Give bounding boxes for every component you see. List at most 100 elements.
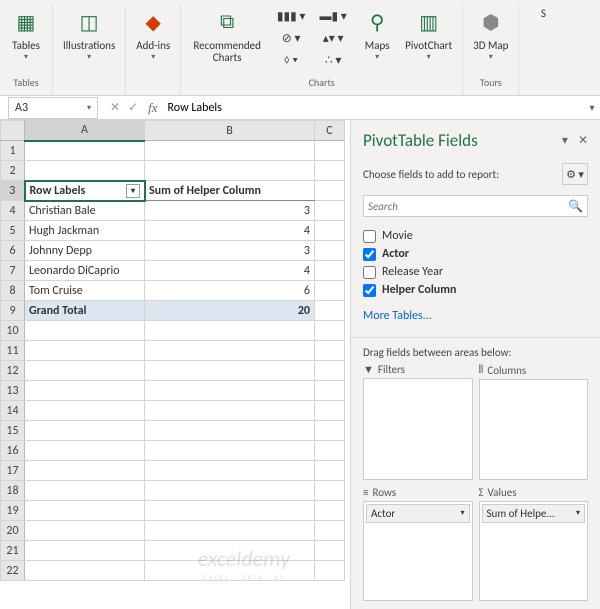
recommended-charts-button[interactable]: ⧉ Recommended Charts	[185, 4, 269, 66]
row-header-9[interactable]: 9	[1, 301, 25, 321]
values-dropzone[interactable]: Sum of Helpe...▾	[479, 501, 589, 602]
fx-icon[interactable]: fx	[142, 100, 163, 116]
chart-type-stock[interactable]: ▴▾ ▾	[313, 28, 353, 48]
cell-C1[interactable]	[315, 141, 345, 161]
row-header-13[interactable]: 13	[1, 381, 25, 401]
cell-B15[interactable]	[145, 421, 315, 441]
cell-C9[interactable]	[315, 301, 345, 321]
cell-C10[interactable]	[315, 321, 345, 341]
chart-type-pie[interactable]: ⊘ ▾	[271, 28, 311, 48]
cell-A14[interactable]	[25, 401, 145, 421]
enter-formula-icon[interactable]: ✓	[128, 100, 138, 115]
formula-expand-icon[interactable]: ▾	[584, 101, 600, 114]
rows-dropzone[interactable]: Actor▾	[363, 501, 473, 602]
cell-C8[interactable]	[315, 281, 345, 301]
cell-B12[interactable]	[145, 361, 315, 381]
cell-A17[interactable]	[25, 461, 145, 481]
worksheet[interactable]: ABC123Row Labels▾Sum of Helper Column4Ch…	[0, 120, 350, 609]
addins-button[interactable]: ◆ Add-ins ▾	[130, 4, 176, 64]
cell-B19[interactable]	[145, 501, 315, 521]
cell-B2[interactable]	[145, 161, 315, 181]
cell-B6[interactable]: 3	[145, 241, 315, 261]
more-tables-link[interactable]: More Tables...	[351, 303, 600, 329]
row-header-6[interactable]: 6	[1, 241, 25, 261]
cell-A9[interactable]: Grand Total	[25, 301, 145, 321]
row-header-22[interactable]: 22	[1, 561, 25, 581]
row-header-7[interactable]: 7	[1, 261, 25, 281]
cell-B13[interactable]	[145, 381, 315, 401]
filters-dropzone[interactable]	[363, 378, 473, 480]
cell-A13[interactable]	[25, 381, 145, 401]
cell-C22[interactable]	[315, 561, 345, 581]
pane-close-icon[interactable]: ✕	[578, 133, 588, 148]
cell-A7[interactable]: Leonardo DiCaprio	[25, 261, 145, 281]
cell-A18[interactable]	[25, 481, 145, 501]
cell-A19[interactable]	[25, 501, 145, 521]
cell-C11[interactable]	[315, 341, 345, 361]
cell-B22[interactable]	[145, 561, 315, 581]
cell-B20[interactable]	[145, 521, 315, 541]
row-header-11[interactable]: 11	[1, 341, 25, 361]
cell-C12[interactable]	[315, 361, 345, 381]
row-header-15[interactable]: 15	[1, 421, 25, 441]
cell-A12[interactable]	[25, 361, 145, 381]
cell-B1[interactable]	[145, 141, 315, 161]
row-header-8[interactable]: 8	[1, 281, 25, 301]
cell-B11[interactable]	[145, 341, 315, 361]
columns-dropzone[interactable]	[479, 379, 589, 480]
cell-B9[interactable]: 20	[145, 301, 315, 321]
pivotchart-button[interactable]: ▥ PivotChart ▾	[399, 4, 458, 64]
cell-A15[interactable]	[25, 421, 145, 441]
cell-C16[interactable]	[315, 441, 345, 461]
cell-C21[interactable]	[315, 541, 345, 561]
cell-C13[interactable]	[315, 381, 345, 401]
cell-B21[interactable]	[145, 541, 315, 561]
row-header-3[interactable]: 3	[1, 181, 25, 201]
cell-C2[interactable]	[315, 161, 345, 181]
cell-B17[interactable]	[145, 461, 315, 481]
cell-A16[interactable]	[25, 441, 145, 461]
cell-B7[interactable]: 4	[145, 261, 315, 281]
field-checkbox[interactable]	[363, 284, 376, 297]
field-item-release-year[interactable]: Release Year	[363, 263, 588, 281]
area-chip[interactable]: Sum of Helpe...▾	[482, 504, 586, 523]
row-header-1[interactable]: 1	[1, 141, 25, 161]
cell-A4[interactable]: Christian Bale	[25, 201, 145, 221]
row-header-14[interactable]: 14	[1, 401, 25, 421]
chart-type-bar[interactable]: ▮▮▮ ▾	[271, 6, 311, 26]
cell-C5[interactable]	[315, 221, 345, 241]
area-chip[interactable]: Actor▾	[366, 504, 470, 523]
cell-A8[interactable]: Tom Cruise	[25, 281, 145, 301]
cell-B8[interactable]: 6	[145, 281, 315, 301]
cell-A2[interactable]	[25, 161, 145, 181]
cell-C14[interactable]	[315, 401, 345, 421]
tables-button[interactable]: ▦ Tables ▾	[4, 4, 48, 64]
row-header-19[interactable]: 19	[1, 501, 25, 521]
cell-C15[interactable]	[315, 421, 345, 441]
cell-A5[interactable]: Hugh Jackman	[25, 221, 145, 241]
cell-C17[interactable]	[315, 461, 345, 481]
cell-B18[interactable]	[145, 481, 315, 501]
cell-A20[interactable]	[25, 521, 145, 541]
cell-A22[interactable]	[25, 561, 145, 581]
cell-B10[interactable]	[145, 321, 315, 341]
gear-icon[interactable]: ⚙ ▾	[562, 163, 588, 185]
column-header-A[interactable]: A	[25, 121, 145, 141]
cancel-formula-icon[interactable]: ✕	[110, 100, 120, 115]
cell-A3[interactable]: Row Labels▾	[25, 181, 145, 201]
row-header-20[interactable]: 20	[1, 521, 25, 541]
row-header-10[interactable]: 10	[1, 321, 25, 341]
cell-B4[interactable]: 3	[145, 201, 315, 221]
fields-search-input[interactable]	[368, 200, 568, 213]
pane-dropdown-icon[interactable]: ▾	[562, 133, 568, 148]
cell-C7[interactable]	[315, 261, 345, 281]
cell-B16[interactable]	[145, 441, 315, 461]
cell-A1[interactable]	[25, 141, 145, 161]
cell-A6[interactable]: Johnny Depp	[25, 241, 145, 261]
field-checkbox[interactable]	[363, 266, 376, 279]
row-header-4[interactable]: 4	[1, 201, 25, 221]
field-item-movie[interactable]: Movie	[363, 227, 588, 245]
cell-C4[interactable]	[315, 201, 345, 221]
column-header-B[interactable]: B	[145, 121, 315, 141]
cell-B5[interactable]: 4	[145, 221, 315, 241]
